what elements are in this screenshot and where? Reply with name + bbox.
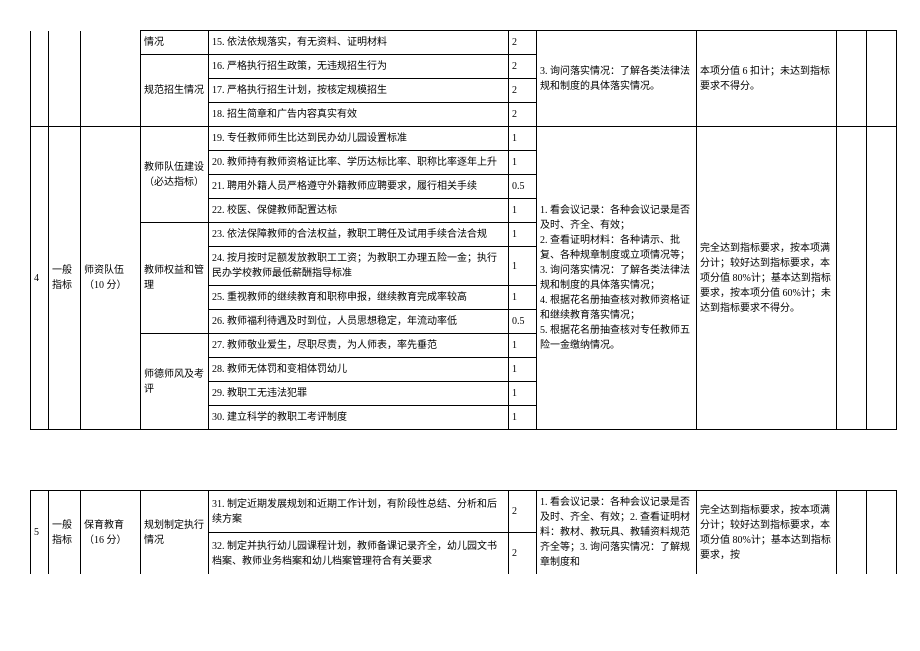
score-cell: 1 xyxy=(509,406,537,430)
row-31: 5 一般指标 保育教育（16 分） 规划制定执行情况 31. 制定近期发展规划和… xyxy=(31,491,897,533)
item-cell: 19. 专任教师师生比达到民办幼儿园设置标准 xyxy=(209,127,509,151)
item-cell: 25. 重视教师的继续教育和职称申报，继续教育完成率较高 xyxy=(209,286,509,310)
row-19: 4 一般指标 师资队伍（10 分） 教师队伍建设（必达指标） 19. 专任教师师… xyxy=(31,127,897,151)
item-cell: 23. 依法保障教师的合法权益，教职工聘任及试用手续合法合规 xyxy=(209,223,509,247)
cat-cell xyxy=(81,31,141,127)
item-cell: 22. 校医、保健教师配置达标 xyxy=(209,199,509,223)
item-cell: 29. 教职工无违法犯罪 xyxy=(209,382,509,406)
blank-cell xyxy=(837,31,867,127)
score-cell: 1 xyxy=(509,127,537,151)
score-cell: 0.5 xyxy=(509,175,537,199)
score-cell: 2 xyxy=(509,491,537,533)
score-cell: 1 xyxy=(509,223,537,247)
sub-cell: 规划制定执行情况 xyxy=(141,491,209,575)
score-cell: 0.5 xyxy=(509,310,537,334)
evaluation-table-1: 情况 15. 依法依规落实，有无资料、证明材料 2 3. 询问落实情况：了解各类… xyxy=(30,30,897,430)
score-cell: 1 xyxy=(509,151,537,175)
sub-cell: 情况 xyxy=(141,31,209,55)
score-cell: 2 xyxy=(509,533,537,574)
method-cell: 1. 看会议记录：各种会议记录是否及时、齐全、有效； 2. 查看证明材料：各种请… xyxy=(537,127,697,430)
item-cell: 27. 教师敬业爱生，尽职尽责，为人师表，率先垂范 xyxy=(209,334,509,358)
evaluation-table-2: 5 一般指标 保育教育（16 分） 规划制定执行情况 31. 制定近期发展规划和… xyxy=(30,490,897,574)
score-cell: 1 xyxy=(509,286,537,310)
blank-cell xyxy=(837,127,867,430)
type-cell: 一般指标 xyxy=(49,127,81,430)
sub-cell: 教师队伍建设（必达指标） xyxy=(141,127,209,223)
item-cell: 26. 教师福利待遇及时到位，人员思想稳定，年流动率低 xyxy=(209,310,509,334)
blank-cell xyxy=(867,127,897,430)
type-cell xyxy=(49,31,81,127)
blank-cell xyxy=(867,491,897,575)
score-cell: 1 xyxy=(509,382,537,406)
num-cell: 5 xyxy=(31,491,49,575)
item-cell: 16. 严格执行招生政策，无违规招生行为 xyxy=(209,55,509,79)
num-cell xyxy=(31,31,49,127)
score-cell: 2 xyxy=(509,55,537,79)
score-cell: 2 xyxy=(509,79,537,103)
item-cell: 20. 教师持有教师资格证比率、学历达标比率、职称比率逐年上升 xyxy=(209,151,509,175)
method-cell: 1. 看会议记录：各种会议记录是否及时、齐全、有效；2. 查看证明材料：教材、教… xyxy=(537,491,697,575)
num-cell: 4 xyxy=(31,127,49,430)
score-cell: 1 xyxy=(509,334,537,358)
cat-cell: 师资队伍（10 分） xyxy=(81,127,141,430)
item-cell: 30. 建立科学的教职工考评制度 xyxy=(209,406,509,430)
sub-cell: 规范招生情况 xyxy=(141,55,209,127)
type-cell: 一般指标 xyxy=(49,491,81,575)
sub-cell: 教师权益和管理 xyxy=(141,223,209,334)
item-cell: 17. 严格执行招生计划，按核定规模招生 xyxy=(209,79,509,103)
grade-cell: 完全达到指标要求，按本项满分计；较好达到指标要求，本项分值 80%计；基本达到指… xyxy=(697,491,837,575)
cat-cell: 保育教育（16 分） xyxy=(81,491,141,575)
score-cell: 2 xyxy=(509,103,537,127)
grade-cell: 完全达到指标要求，按本项满分计；较好达到指标要求，本项分值 80%计；基本达到指… xyxy=(697,127,837,430)
item-cell: 18. 招生简章和广告内容真实有效 xyxy=(209,103,509,127)
item-cell: 21. 聘用外籍人员严格遵守外籍教师应聘要求，履行相关手续 xyxy=(209,175,509,199)
item-cell: 15. 依法依规落实，有无资料、证明材料 xyxy=(209,31,509,55)
grade-cell: 本项分值 6 扣计；未达到指标要求不得分。 xyxy=(697,31,837,127)
score-cell: 1 xyxy=(509,358,537,382)
score-cell: 1 xyxy=(509,247,537,286)
row-15: 情况 15. 依法依规落实，有无资料、证明材料 2 3. 询问落实情况：了解各类… xyxy=(31,31,897,55)
method-cell: 3. 询问落实情况：了解各类法律法规和制度的具体落实情况。 xyxy=(537,31,697,127)
blank-cell xyxy=(837,491,867,575)
item-cell: 24. 按月按时足额发放教职工工资；为教职工办理五险一金；执行民办学校教师最低薪… xyxy=(209,247,509,286)
item-cell: 32. 制定并执行幼儿园课程计划，教师备课记录齐全，幼儿园文书档案、教师业务档案… xyxy=(209,533,509,574)
item-cell: 31. 制定近期发展规划和近期工作计划，有阶段性总结、分析和后续方案 xyxy=(209,491,509,533)
score-cell: 1 xyxy=(509,199,537,223)
item-cell: 28. 教师无体罚和变相体罚幼儿 xyxy=(209,358,509,382)
blank-cell xyxy=(867,31,897,127)
sub-cell: 师德师风及考评 xyxy=(141,334,209,430)
score-cell: 2 xyxy=(509,31,537,55)
